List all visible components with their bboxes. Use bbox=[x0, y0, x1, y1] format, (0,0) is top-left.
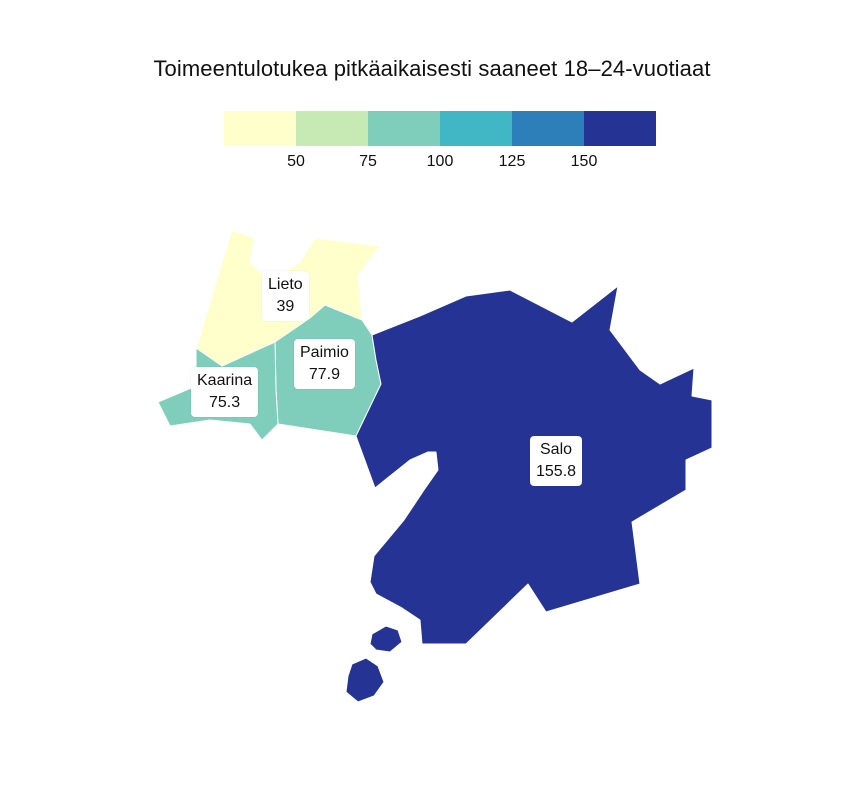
legend-tick-50: 50 bbox=[287, 153, 305, 170]
legend-tick-125: 125 bbox=[498, 153, 526, 170]
legend-tick-100: 100 bbox=[426, 153, 454, 170]
color-legend: 50 75 100 125 150 bbox=[224, 111, 656, 181]
label-paimio-name: Paimio bbox=[300, 344, 349, 361]
legend-bin-1 bbox=[224, 111, 296, 146]
legend-color-bar bbox=[224, 111, 656, 146]
legend-bin-3 bbox=[368, 111, 440, 146]
legend-bin-5 bbox=[512, 111, 584, 146]
map-title: Toimeentulotukea pitkäaikaisesti saaneet… bbox=[153, 56, 711, 81]
label-lieto-name: Lieto bbox=[268, 276, 303, 293]
label-salo-name: Salo bbox=[540, 441, 573, 458]
legend-bin-6 bbox=[584, 111, 656, 146]
legend-tick-150: 150 bbox=[570, 153, 598, 170]
region-salo-island-1[interactable] bbox=[369, 625, 403, 653]
label-paimio: Paimio 77.9 bbox=[294, 339, 355, 389]
label-lieto-value: 39 bbox=[276, 298, 295, 315]
label-paimio-value: 77.9 bbox=[308, 366, 341, 383]
region-salo-island-2[interactable] bbox=[345, 657, 385, 703]
label-kaarina-name: Kaarina bbox=[197, 372, 253, 389]
label-kaarina: Kaarina 75.3 bbox=[191, 367, 259, 417]
label-lieto: Lieto 39 bbox=[262, 271, 309, 321]
legend-bin-2 bbox=[296, 111, 368, 146]
legend-bin-4 bbox=[440, 111, 512, 146]
label-kaarina-value: 75.3 bbox=[209, 394, 241, 411]
label-salo-value: 155.8 bbox=[536, 463, 577, 480]
legend-tick-75: 75 bbox=[359, 153, 377, 170]
label-salo: Salo 155.8 bbox=[530, 436, 583, 486]
